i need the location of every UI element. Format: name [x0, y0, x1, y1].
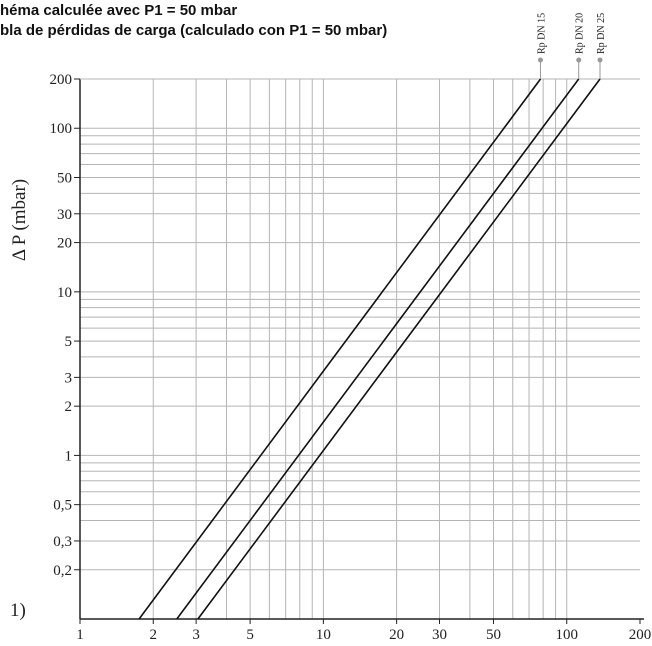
axis-layer	[74, 78, 644, 624]
series-label-3: Rp DN 25	[596, 13, 607, 54]
y-tick-label: 30	[57, 207, 72, 223]
x-tick-label: 3	[192, 627, 200, 643]
x-tick-label: 5	[246, 627, 254, 643]
y-tick-label: 3	[65, 370, 73, 386]
series-line-1	[138, 78, 542, 620]
series-label-dot	[576, 57, 582, 63]
chart-title-spanish: bla de pérdidas de carga (calculado con …	[0, 22, 388, 39]
x-tick-label: 20	[389, 627, 404, 643]
y-tick-label: 1	[65, 448, 73, 464]
x-tick-label: 30	[432, 627, 447, 643]
x-tick-label: 2	[150, 627, 158, 643]
grid-layer	[80, 79, 640, 619]
series-label-1: Rp DN 15	[536, 13, 547, 54]
series-line-2	[176, 78, 580, 620]
chart-title-french: héma calculée avec P1 = 50 mbar	[0, 2, 238, 19]
series-label-2: Rp DN 20	[575, 13, 586, 54]
footnote-marker: 1)	[10, 600, 26, 621]
series-line-3	[197, 78, 601, 620]
y-tick-label: 0,2	[53, 563, 72, 579]
y-tick-label: 10	[57, 285, 72, 301]
series-label-dot	[597, 57, 603, 63]
y-tick-label: 50	[57, 170, 72, 186]
y-tick-label: 0,5	[53, 498, 72, 514]
label-layer: 0,2 0,3 0,5 1 2 3 5 10 20 30 50 100 200 1 2 3 5 10 20 30 50 1…	[50, 13, 652, 643]
y-tick-label: 200	[50, 72, 73, 88]
y-tick-label: 100	[50, 121, 73, 137]
x-tick-label: 1	[76, 627, 84, 643]
y-tick-label: 2	[65, 399, 73, 415]
y-tick-label: 5	[65, 334, 73, 350]
y-tick-label: 20	[57, 236, 72, 252]
series-layer	[138, 57, 603, 620]
x-tick-label: 100	[555, 627, 578, 643]
x-tick-label: 200	[629, 627, 652, 643]
x-tick-label: 10	[316, 627, 331, 643]
x-tick-label: 50	[486, 627, 501, 643]
series-label-dot	[537, 57, 543, 63]
y-tick-label: 0,3	[53, 534, 72, 550]
